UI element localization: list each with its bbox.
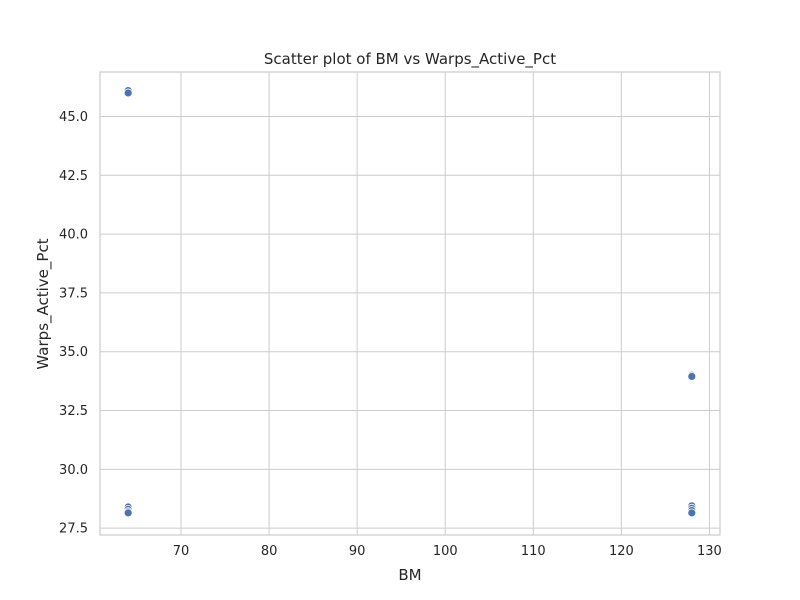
y-tick-label: 30.0 bbox=[59, 463, 88, 478]
data-points bbox=[123, 86, 697, 518]
y-tick-label: 42.5 bbox=[59, 169, 88, 184]
y-tick-label: 35.0 bbox=[59, 345, 88, 360]
y-tick-label: 40.0 bbox=[59, 228, 88, 243]
x-tick-label: 120 bbox=[609, 544, 634, 559]
x-tick-label: 90 bbox=[349, 544, 366, 559]
x-tick-label: 100 bbox=[433, 544, 458, 559]
y-tick-label: 27.5 bbox=[59, 522, 88, 537]
scatter-point bbox=[687, 372, 697, 381]
grid bbox=[100, 72, 720, 535]
x-axis-label: BM bbox=[398, 566, 421, 584]
plot-area-frame bbox=[99, 71, 721, 536]
scatter-point bbox=[687, 508, 697, 518]
y-axis-label: Warps_Active_Pct bbox=[34, 238, 53, 369]
y-tick-label: 37.5 bbox=[59, 286, 88, 301]
chart-title: Scatter plot of BM vs Warps_Active_Pct bbox=[264, 50, 556, 69]
y-tick-label: 32.5 bbox=[59, 404, 88, 419]
y-tick-label: 45.0 bbox=[59, 110, 88, 125]
tick-labels: 70 80 90 100 110 120 130 27.5 30.0 32.5 35.0 37.5 40… bbox=[59, 110, 722, 559]
x-tick-label: 130 bbox=[697, 544, 722, 559]
x-tick-label: 110 bbox=[521, 544, 546, 559]
scatter-point bbox=[123, 508, 133, 518]
x-tick-label: 80 bbox=[261, 544, 278, 559]
x-tick-label: 70 bbox=[173, 544, 190, 559]
scatter-point bbox=[123, 88, 133, 98]
